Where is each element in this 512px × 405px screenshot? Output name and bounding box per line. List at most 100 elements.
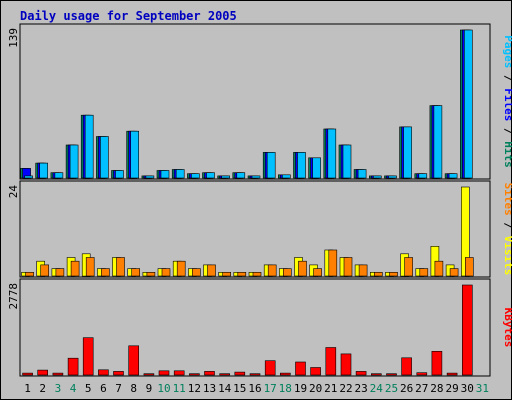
bar-pages-day-13 xyxy=(206,172,215,179)
bar-kbytes-day-28 xyxy=(431,350,443,376)
bar-sites-day-15 xyxy=(237,271,247,277)
bar-kbytes-day-4 xyxy=(67,357,79,376)
bar-sites-day-22 xyxy=(343,257,353,277)
bar-pages-day-27 xyxy=(418,173,428,179)
bar-pages-day-29 xyxy=(448,173,458,179)
bar-sites-day-19 xyxy=(298,260,307,277)
x-tick-label: 24 xyxy=(370,382,384,395)
bar-sites-day-5 xyxy=(85,257,95,277)
x-tick-label: 18 xyxy=(279,382,292,395)
x-tick-label: 9 xyxy=(146,382,153,395)
bar-pages-day-22 xyxy=(342,144,352,179)
bar-kbytes-day-13 xyxy=(204,371,215,376)
bar-kbytes-day-20 xyxy=(310,367,321,376)
bar-pages-day-8 xyxy=(130,130,139,179)
bar-sites-day-16 xyxy=(252,271,262,277)
x-tick-label: 13 xyxy=(203,382,216,395)
x-tick-label: 27 xyxy=(415,382,428,395)
bar-sites-day-3 xyxy=(55,268,65,277)
x-tick-label: 10 xyxy=(157,382,170,395)
bar-kbytes-day-7 xyxy=(113,371,124,376)
bar-sites-day-21 xyxy=(328,249,338,277)
panel-bottom-ymax-label: 2778 xyxy=(7,283,20,310)
x-tick-label: 12 xyxy=(188,382,201,395)
legend-segment: KBytes xyxy=(502,308,512,348)
x-tick-label: 14 xyxy=(218,382,232,395)
bar-sites-day-29 xyxy=(449,268,459,277)
bar-pages-day-25 xyxy=(388,175,397,179)
bar-sites-day-25 xyxy=(389,271,398,277)
bar-kbytes-day-30 xyxy=(461,284,473,376)
bar-kbytes-day-19 xyxy=(295,361,306,376)
bar-kbytes-day-5 xyxy=(82,337,94,376)
bar-sites-day-2 xyxy=(40,264,50,277)
x-tick-label: 4 xyxy=(70,382,77,395)
x-tick-label: 1 xyxy=(24,382,31,395)
bar-kbytes-day-23 xyxy=(355,371,367,376)
bar-sites-day-23 xyxy=(358,264,368,277)
bar-kbytes-day-14 xyxy=(219,373,230,376)
x-tick-label: 20 xyxy=(309,382,322,395)
x-tick-label: 7 xyxy=(115,382,122,395)
x-tick-label: 19 xyxy=(294,382,307,395)
bar-sites-day-26 xyxy=(404,257,413,277)
bar-kbytes-day-2 xyxy=(37,369,49,376)
bar-kbytes-day-10 xyxy=(158,370,170,376)
bar-kbytes-day-21 xyxy=(325,347,337,376)
bar-sites-day-14 xyxy=(222,271,231,277)
bar-pages-day-11 xyxy=(175,169,185,179)
x-tick-label: 29 xyxy=(445,382,458,395)
bar-sites-day-4 xyxy=(70,260,80,277)
bar-kbytes-day-6 xyxy=(98,369,109,376)
bar-kbytes-day-22 xyxy=(340,353,352,376)
bar-pages-day-26 xyxy=(403,126,412,179)
bar-pages-day-23 xyxy=(357,169,367,179)
x-tick-label: 21 xyxy=(324,382,337,395)
bar-sites-day-30 xyxy=(464,257,474,277)
panel-bottom-legend: KBytes xyxy=(502,308,512,348)
bar-pages-day-7 xyxy=(115,170,124,179)
bar-kbytes-day-8 xyxy=(128,345,139,376)
legend-segment: / xyxy=(502,68,512,88)
bar-sites-day-24 xyxy=(373,271,383,277)
bar-sites-day-12 xyxy=(192,268,201,277)
bar-pages-day-18 xyxy=(281,174,291,179)
bar-pages-day-5 xyxy=(84,114,94,179)
bar-sites-day-27 xyxy=(419,268,429,277)
bar-pages-day-9 xyxy=(145,175,155,179)
bar-pages-day-19 xyxy=(297,152,306,179)
legend-segment: / xyxy=(502,121,512,141)
bar-pages-day-24 xyxy=(372,175,382,179)
bar-pages-day-16 xyxy=(251,175,261,179)
bar-pages-day-6 xyxy=(100,136,109,179)
bar-pages-day-12 xyxy=(191,173,200,179)
legend-segment: Files xyxy=(502,88,512,121)
bar-pages-day-20 xyxy=(312,157,321,179)
legend-segment: Hits xyxy=(502,141,512,168)
x-tick-label: 31 xyxy=(476,382,489,395)
chart-title: Daily usage for September 2005 xyxy=(20,9,237,23)
bar-pages-day-30 xyxy=(463,29,473,179)
bar-sites-day-1 xyxy=(25,271,34,277)
bar-pages-day-4 xyxy=(69,144,79,179)
x-tick-label: 25 xyxy=(385,382,398,395)
bar-kbytes-day-9 xyxy=(143,373,155,376)
bar-sites-day-17 xyxy=(267,264,277,277)
bar-pages-day-2 xyxy=(39,162,49,179)
bar-kbytes-day-24 xyxy=(370,373,382,376)
bar-sites-day-7 xyxy=(116,257,125,277)
bar-kbytes-day-27 xyxy=(416,372,428,376)
x-tick-label: 26 xyxy=(400,382,413,395)
bar-pages-day-15 xyxy=(236,172,246,179)
panel-top-legend: Pages / Files / Hits xyxy=(502,35,512,168)
x-tick-label: 16 xyxy=(248,382,261,395)
x-tick-label: 3 xyxy=(55,382,62,395)
legend-segment: Pages xyxy=(502,35,512,68)
bar-kbytes-day-17 xyxy=(264,360,276,376)
bar-kbytes-day-29 xyxy=(446,372,458,376)
legend-segment: Sites xyxy=(502,183,512,216)
bar-pages-day-17 xyxy=(266,152,276,179)
bar-pages-day-10 xyxy=(160,170,170,179)
x-tick-label: 8 xyxy=(130,382,137,395)
